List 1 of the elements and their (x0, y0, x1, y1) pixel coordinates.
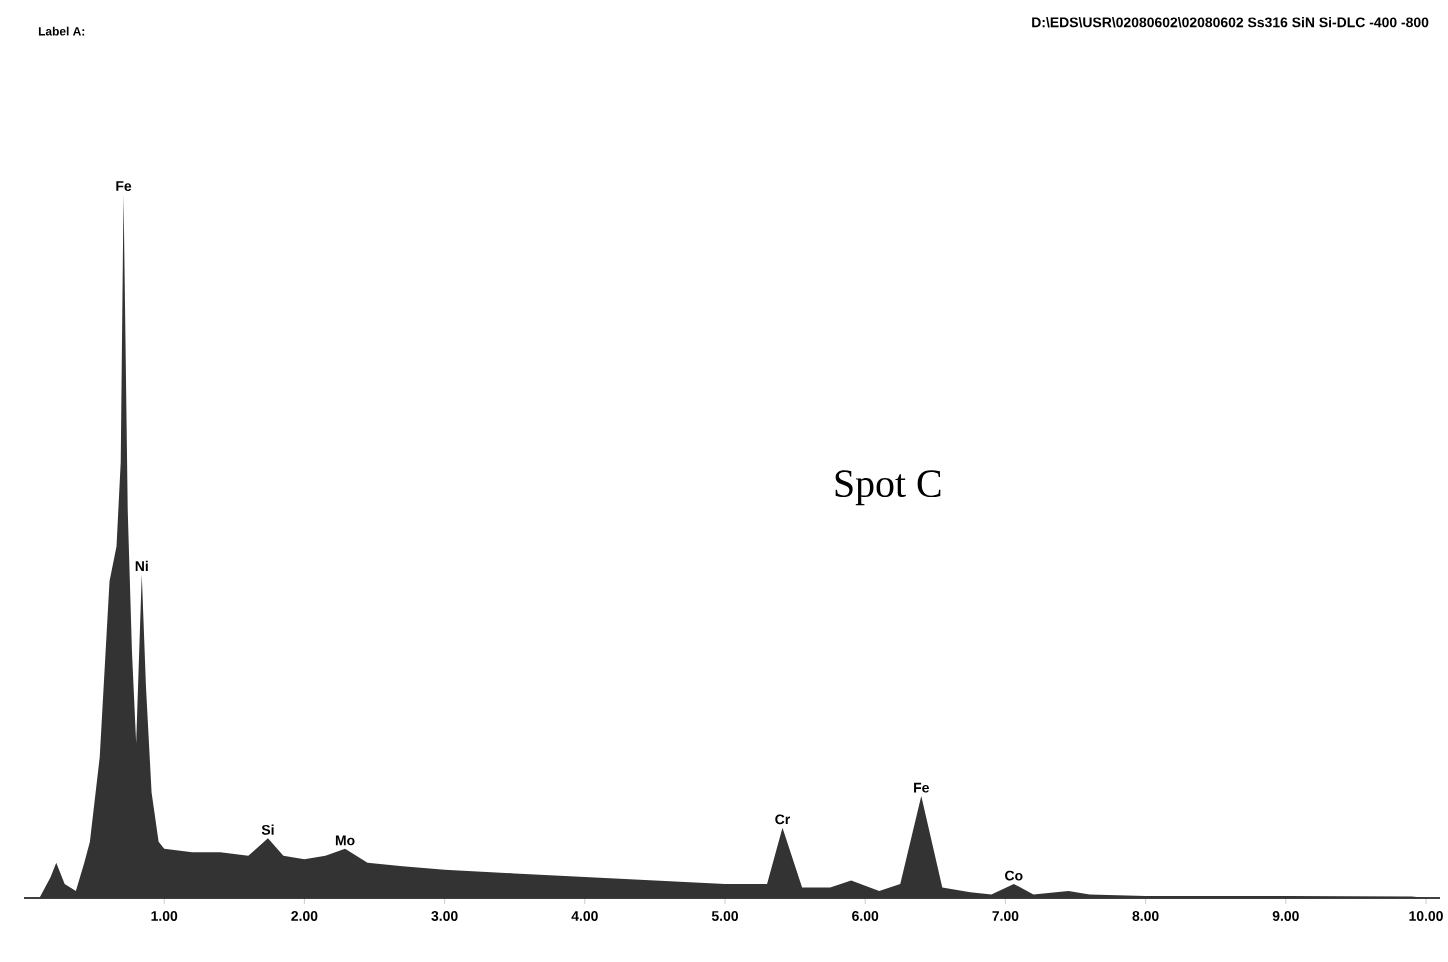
annotation: Spot C (835, 470, 941, 506)
